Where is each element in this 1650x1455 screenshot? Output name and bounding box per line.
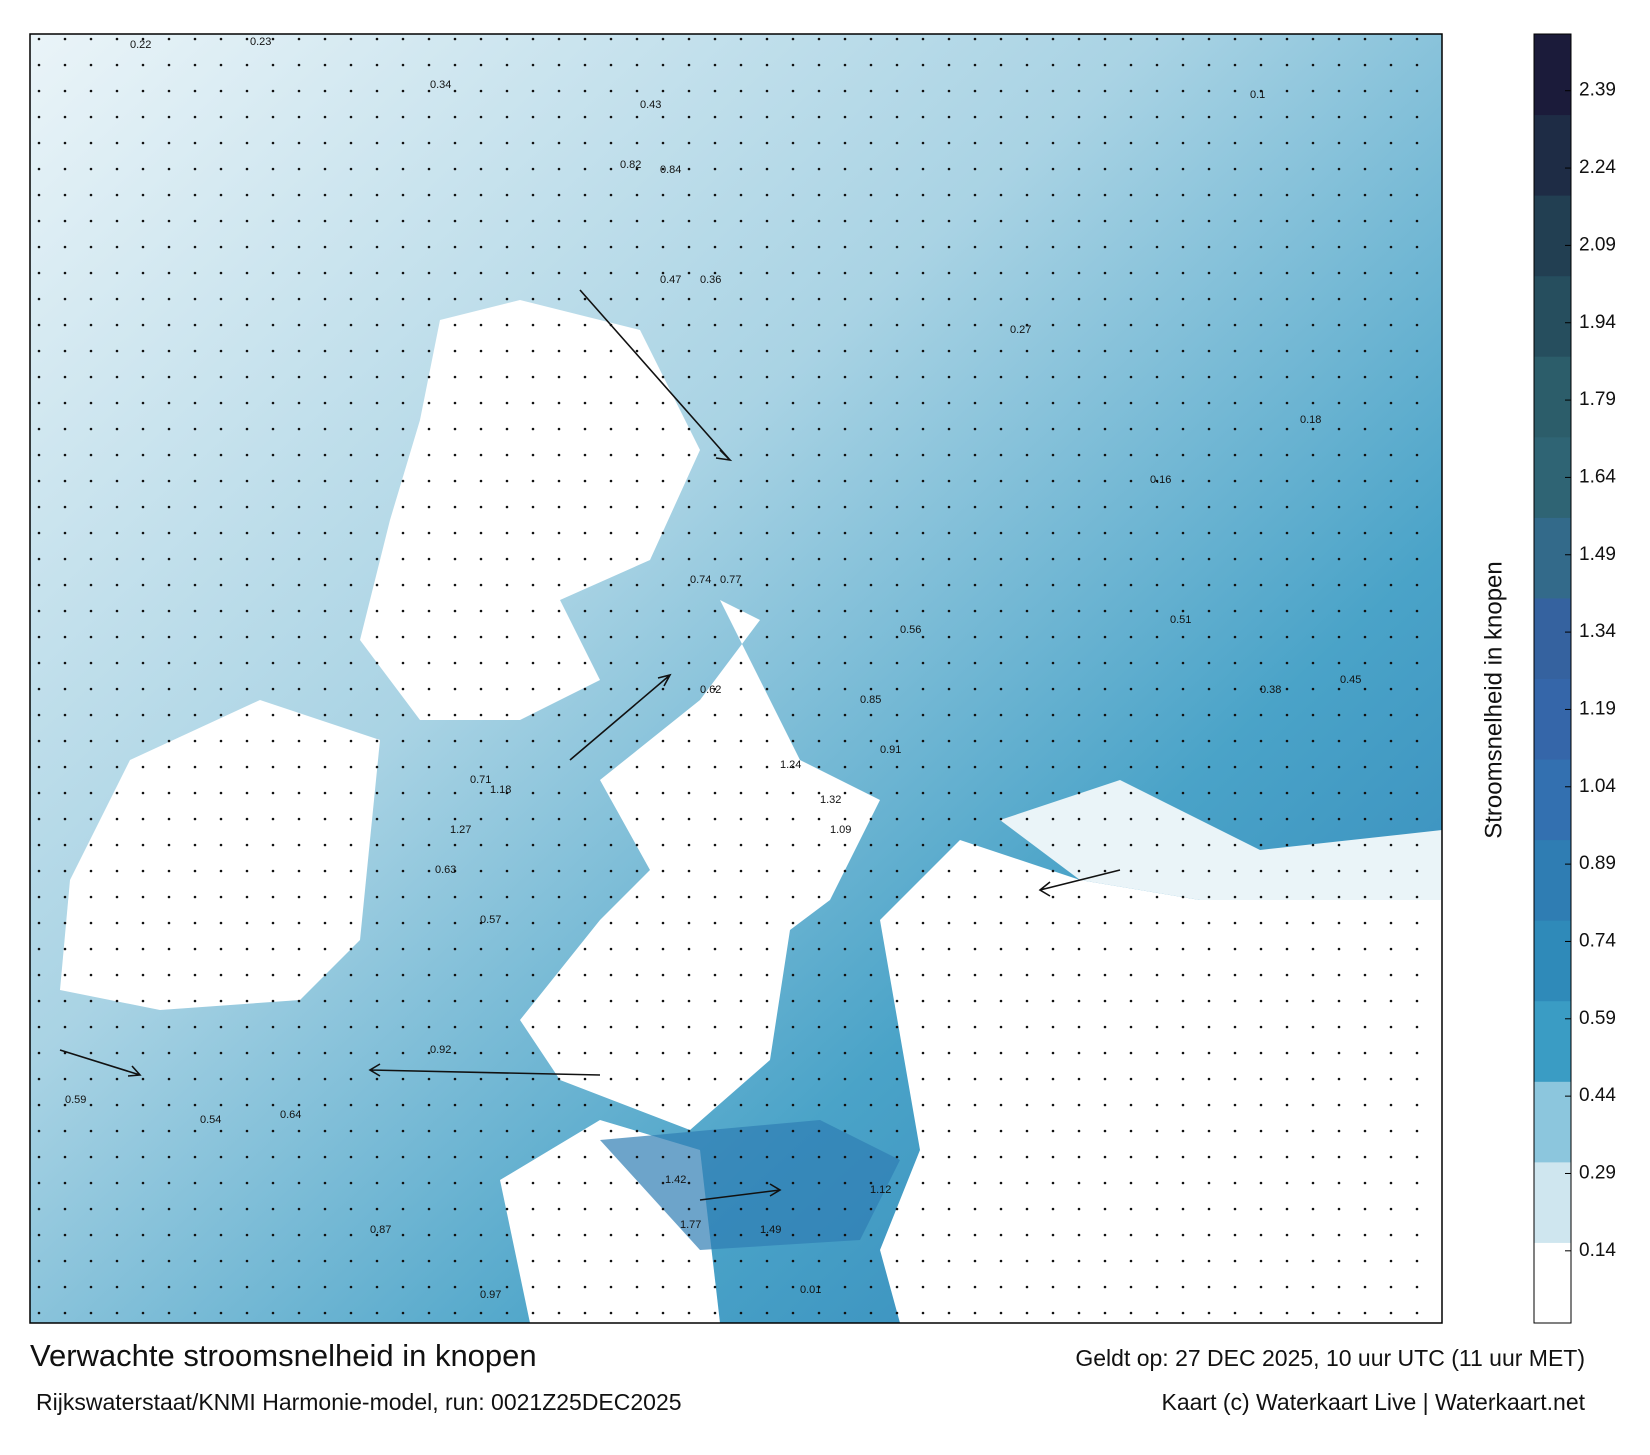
speed-label: 0.38 <box>1260 684 1281 696</box>
colorbar-band <box>1534 839 1571 921</box>
colorbar-tick-label: 0.74 <box>1579 930 1616 951</box>
speed-label: 0.71 <box>470 774 491 786</box>
source: Rijkswaterstaat/KNMI Harmonie-model, run… <box>36 1389 682 1415</box>
colorbar-tick-label: 1.04 <box>1579 776 1616 797</box>
colorbar-band <box>1534 275 1571 357</box>
speed-label: 1.27 <box>450 824 471 836</box>
vector-grid <box>30 34 1442 1323</box>
colorbar-frame <box>1533 33 1572 1324</box>
colorbar-tick-label: 2.09 <box>1579 234 1616 255</box>
colorbar-tick-label: 0.44 <box>1579 1085 1616 1106</box>
colorbar-band <box>1534 1081 1571 1163</box>
speed-label: 0.63 <box>435 864 456 876</box>
speed-label: 0.22 <box>130 39 151 51</box>
speed-label: 1.24 <box>780 759 801 771</box>
speed-label: 0.27 <box>1010 324 1031 336</box>
colorbar-band <box>1534 34 1571 116</box>
map-area: 0.22 0.23 0.34 0.43 0.84 0.82 0.36 0.47 0.56 0.62… <box>30 34 1442 1323</box>
speed-label: 0.56 <box>900 624 921 636</box>
colorbar-tick-label: 0.14 <box>1579 1240 1616 1261</box>
colorbar-tick-label: 0.29 <box>1579 1162 1616 1183</box>
colorbar-band <box>1534 1000 1571 1082</box>
colorbar-tick-label: 0.59 <box>1579 1008 1616 1029</box>
speed-label: 0.74 <box>690 574 711 586</box>
speed-label: 0.91 <box>880 744 901 756</box>
speed-label: 1.49 <box>760 1224 781 1236</box>
speed-label: 0.47 <box>660 274 681 286</box>
colorbar-tick-label: 1.79 <box>1579 389 1616 410</box>
speed-label: 0.59 <box>65 1094 86 1106</box>
colorbar-label: Stroomsnelheid in knopen <box>1480 561 1507 839</box>
colorbar: 0.14 0.29 0.44 0.59 0.74 0.89 1.04 1.19 1.34 1.49… <box>1533 33 1616 1324</box>
title: Verwachte stroomsnelheid in knopen <box>30 1338 537 1373</box>
speed-label: 0.36 <box>700 274 721 286</box>
speed-labels: 0.22 0.23 0.34 0.43 0.84 0.82 0.36 0.47 0.56 0.62… <box>65 36 1361 1301</box>
speed-label: 1.77 <box>680 1219 701 1231</box>
colorbar-band <box>1534 1242 1571 1324</box>
speed-label: 0.51 <box>1170 614 1191 626</box>
speed-label: 0.77 <box>720 574 741 586</box>
speed-label: 0.54 <box>200 1114 221 1126</box>
colorbar-band <box>1534 517 1571 599</box>
colorbar-tick-label: 0.89 <box>1579 853 1616 874</box>
colorbar-band <box>1534 920 1571 1002</box>
speed-label: 1.32 <box>820 794 841 806</box>
colorbar-band <box>1534 759 1571 841</box>
speed-label: 1.12 <box>870 1184 891 1196</box>
valid-time: Geldt op: 27 DEC 2025, 10 uur UTC (11 uu… <box>1075 1345 1585 1371</box>
colorbar-band <box>1534 597 1571 679</box>
speed-label: 0.84 <box>660 164 681 176</box>
speed-label: 0.43 <box>640 99 661 111</box>
speed-label: 0.34 <box>430 79 451 91</box>
speed-label: 0.82 <box>620 159 641 171</box>
speed-label: 0.1 <box>1250 89 1265 101</box>
colorbar-band <box>1534 1161 1571 1243</box>
credit: Kaart (c) Waterkaart Live | Waterkaart.n… <box>1161 1389 1585 1415</box>
speed-label: 0.97 <box>480 1289 501 1301</box>
current-arrows <box>59 289 1121 1201</box>
colorbar-band <box>1534 436 1571 518</box>
speed-label: 1.09 <box>830 824 851 836</box>
colorbar-band <box>1534 195 1571 277</box>
colorbar-tick-label: 2.39 <box>1579 80 1616 101</box>
speed-label: 0.92 <box>430 1044 451 1056</box>
colorbar-tick-label: 2.24 <box>1579 157 1616 178</box>
speed-label: 0.57 <box>480 914 501 926</box>
speed-label: 0.85 <box>860 694 881 706</box>
colorbar-tick-label: 1.19 <box>1579 698 1616 719</box>
colorbar-band <box>1534 114 1571 196</box>
speed-label: 0.64 <box>280 1109 301 1121</box>
speed-label: 0.18 <box>1300 414 1321 426</box>
colorbar-band <box>1534 356 1571 438</box>
speed-label: 0.45 <box>1340 674 1361 686</box>
speed-label: 0.23 <box>250 36 271 48</box>
colorbar-tick-label: 1.64 <box>1579 466 1616 487</box>
colorbar-tick-label: 1.34 <box>1579 621 1616 642</box>
colorbar-tick-label: 1.49 <box>1579 544 1616 565</box>
speed-label: 0.16 <box>1150 474 1171 486</box>
colorbar-band <box>1534 678 1571 760</box>
speed-label: 0.01 <box>800 1284 821 1296</box>
speed-label: 1.18 <box>490 784 511 796</box>
colorbar-tick-label: 1.94 <box>1579 312 1616 333</box>
speed-label: 0.87 <box>370 1224 391 1236</box>
speed-label: 1.42 <box>665 1174 686 1186</box>
map-frame <box>29 33 1443 1324</box>
speed-label: 0.62 <box>700 684 721 696</box>
